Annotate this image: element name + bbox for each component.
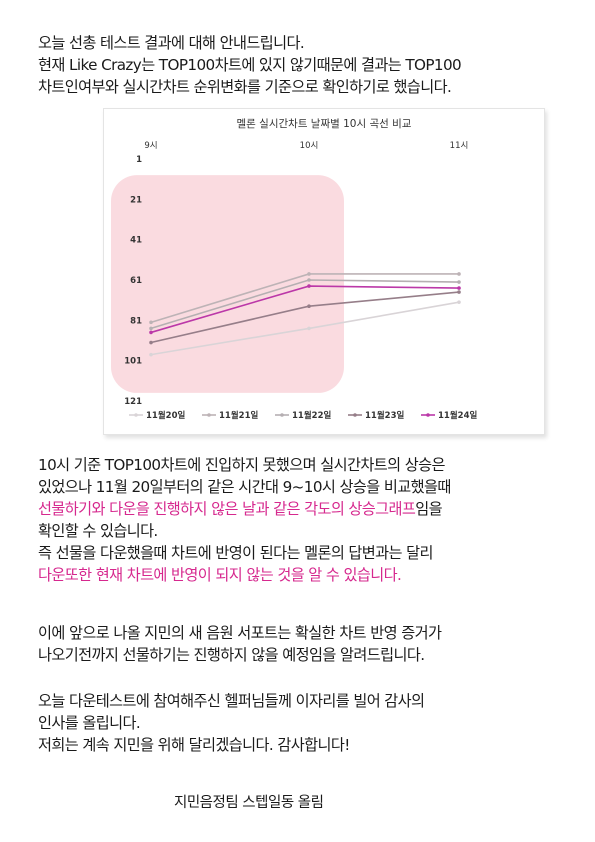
result-text: 임을 — [415, 500, 443, 518]
notice-line: 이에 앞으로 나올 지민의 새 음원 서포트는 확실한 차트 반영 증거가 — [38, 624, 442, 642]
x-tick-label: 10시 — [300, 141, 319, 151]
legend-label: 11월21일 — [219, 410, 258, 421]
data-point — [307, 326, 311, 331]
chart-title: 멜론 실시간차트 날짜별 10시 곡선 비교 — [237, 118, 412, 130]
line-chart: 멜론 실시간차트 날짜별 10시 곡선 비교 9시 10시 11시 12141618… — [111, 118, 477, 421]
data-point — [149, 326, 153, 331]
thanks-paragraph: 오늘 다운테스트에 참여해주신 헬퍼님들께 이자리를 빌어 감사의 인사를 올립… — [38, 690, 425, 756]
data-point — [457, 300, 461, 304]
x-tick-label: 11시 — [450, 141, 469, 151]
legend-label: 11월23일 — [365, 410, 404, 421]
legend-marker — [207, 413, 211, 417]
data-point — [307, 272, 311, 276]
legend-label: 11월22일 — [292, 410, 331, 421]
data-point — [457, 290, 461, 294]
intro-line: 현재 Like Crazy는 TOP100차트에 있지 않기때문에 결과는 TO… — [38, 56, 462, 74]
legend-marker — [134, 413, 138, 417]
y-tick-label: 101 — [124, 357, 142, 367]
data-point — [149, 340, 153, 345]
data-point — [307, 278, 311, 282]
y-tick-label: 61 — [130, 276, 142, 286]
signature: 지민음정팀 스텝일동 올림 — [174, 795, 324, 811]
result-paragraph: 10시 기준 TOP100차트에 진입하지 못했으며 실시간차트의 상승은 있었… — [38, 454, 451, 586]
y-tick-label: 1 — [136, 155, 142, 165]
result-line: 확인할 수 있습니다. — [38, 522, 158, 540]
result-line: 즉 선물을 다운했을때 차트에 반영이 된다는 멜론의 답변과는 달리 — [38, 544, 433, 562]
highlight-region — [111, 175, 344, 393]
chart-card: 멜론 실시간차트 날짜별 10시 곡선 비교 9시 10시 11시 1 21 41 61 8… — [103, 108, 545, 435]
intro-paragraph: 오늘 선총 테스트 결과에 대해 안내드립니다. 현재 Like Crazy는 … — [38, 32, 462, 98]
result-line: 10시 기준 TOP100차트에 진입하지 못했으며 실시간차트의 상승은 — [38, 456, 445, 474]
thanks-line: 오늘 다운테스트에 참여해주신 헬퍼님들께 이자리를 빌어 감사의 — [38, 692, 425, 710]
data-point — [457, 280, 461, 284]
data-point — [149, 320, 153, 325]
legend-label: 11월20일 — [146, 410, 185, 421]
y-tick-label: 41 — [130, 236, 142, 246]
legend-marker — [426, 413, 430, 417]
notice-line: 나오기전까지 선물하기는 진행하지 않을 예정임을 알려드립니다. — [38, 646, 425, 664]
y-tick-label: 81 — [130, 316, 142, 326]
data-point — [149, 330, 153, 335]
data-point — [307, 284, 311, 288]
result-line: 있었으나 11월 20일부터의 같은 시간대 9~10시 상승을 비교했을때 — [38, 478, 451, 496]
y-tick-label: 121 — [124, 397, 142, 407]
x-tick-label: 9시 — [144, 141, 157, 151]
data-point — [307, 304, 311, 309]
legend-marker — [280, 413, 284, 417]
data-point — [457, 286, 461, 290]
highlight-text: 선물하기와 다운을 진행하지 않은 날과 같은 각도의 상승그래프 — [38, 500, 416, 518]
y-tick-label: 21 — [130, 195, 142, 205]
data-point — [149, 352, 153, 357]
result-line: 선물하기와 다운을 진행하지 않은 날과 같은 각도의 상승그래프임을 — [38, 498, 451, 520]
intro-line: 차트인여부와 실시간차트 순위변화를 기준으로 확인하기로 했습니다. — [38, 78, 452, 96]
thanks-line: 인사를 올립니다. — [38, 714, 141, 732]
data-point — [457, 272, 461, 276]
thanks-line: 저희는 계속 지민을 위해 달리겠습니다. 감사합니다! — [38, 736, 350, 754]
legend-label: 11월24일 — [438, 410, 477, 421]
legend-marker — [353, 413, 357, 417]
intro-line: 오늘 선총 테스트 결과에 대해 안내드립니다. — [38, 34, 305, 52]
notice-paragraph: 이에 앞으로 나올 지민의 새 음원 서포트는 확실한 차트 반영 증거가 나오… — [38, 622, 442, 666]
highlight-line: 다운또한 현재 차트에 반영이 되지 않는 것을 알 수 있습니다. — [38, 566, 402, 584]
